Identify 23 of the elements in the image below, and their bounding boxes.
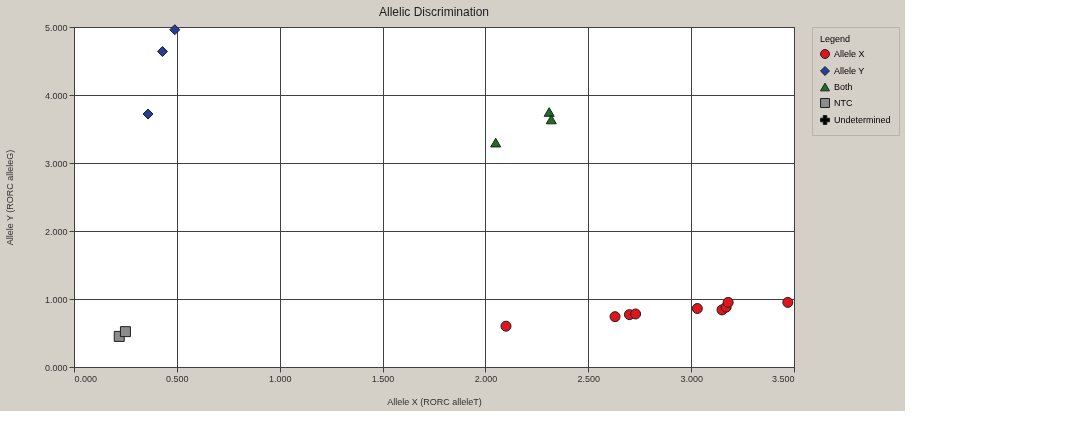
- x-tick-label: 1.500: [371, 373, 395, 384]
- x-tick-label: 0.000: [74, 373, 98, 384]
- y-tick-label: 2.000: [44, 226, 68, 237]
- x-tick-label: 1.000: [268, 373, 292, 384]
- y-axis-title: Allele Y (RORC alleleG): [4, 149, 15, 246]
- chart-title: Allelic Discrimination: [378, 4, 490, 19]
- legend-label: NTC: [834, 98, 853, 108]
- y-tick-label: 3.000: [44, 158, 68, 169]
- legend-label: Allele Y: [834, 66, 865, 76]
- x-axis-title: Allele X (RORC alleleT): [387, 396, 482, 407]
- x-tick-label: 3.500: [771, 373, 795, 384]
- legend-label: Allele X: [834, 49, 865, 59]
- y-tick-label: 0.000: [44, 362, 68, 373]
- y-tick-label: 1.000: [44, 294, 68, 305]
- x-tick-label: 2.000: [474, 373, 498, 384]
- y-tick-label: 4.000: [44, 90, 68, 101]
- x-tick-label: 3.000: [680, 373, 703, 384]
- x-tick-label: 2.500: [577, 373, 601, 384]
- x-tick-label: 0.500: [166, 373, 189, 384]
- legend-title: Legend: [820, 34, 851, 44]
- y-tick-label: 5.000: [44, 22, 68, 33]
- legend-label: Both: [834, 82, 853, 92]
- legend-label: Undetermined: [834, 115, 891, 125]
